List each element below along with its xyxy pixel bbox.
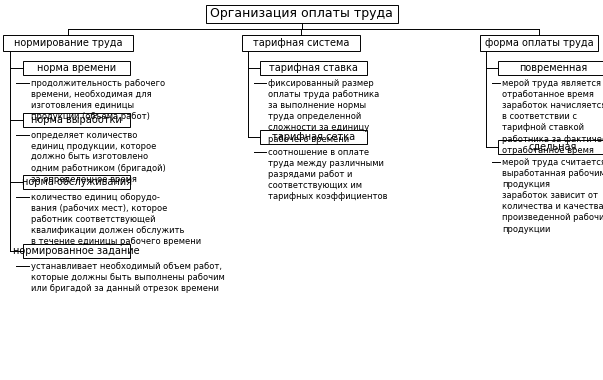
Bar [260, 130, 367, 144]
Bar [23, 175, 130, 189]
Text: сдельная: сдельная [529, 142, 577, 152]
Text: мерой труда является
отработанное время
заработок начисляется
в соответствии с
т: мерой труда является отработанное время … [502, 79, 603, 155]
Text: норма выработки: норма выработки [31, 115, 122, 125]
Text: определяет количество
единиц продукции, которое
должно быть изготовлено
одним ра: определяет количество единиц продукции, … [31, 131, 166, 184]
Text: фиксированный размер
оплаты труда работника
за выполнение нормы
труда определенн: фиксированный размер оплаты труда работн… [268, 79, 379, 144]
Bar [498, 61, 603, 75]
Text: норма времени: норма времени [37, 63, 116, 73]
Text: тарифная сетка: тарифная сетка [272, 132, 355, 142]
Bar [260, 61, 367, 75]
Bar [206, 5, 397, 23]
Text: тарифная ставка: тарифная ставка [269, 63, 358, 73]
Text: продолжительность рабочего
времени, необходимая для
изготовления единицы
продукц: продолжительность рабочего времени, необ… [31, 79, 165, 121]
Text: Организация оплаты труда: Организация оплаты труда [210, 8, 393, 21]
Bar [23, 244, 130, 258]
Bar [480, 35, 598, 51]
Text: мерой труда считается
выработанная рабочим
продукция
заработок зависит от
количе: мерой труда считается выработанная рабоч… [502, 158, 603, 234]
Bar [498, 140, 603, 154]
Text: количество единиц оборудо-
вания (рабочих мест), которое
работник соответствующе: количество единиц оборудо- вания (рабочи… [31, 193, 201, 246]
Bar [3, 35, 133, 51]
Text: тарифная система: тарифная система [253, 38, 349, 48]
Text: форма оплаты труда: форма оплаты труда [485, 38, 593, 48]
Text: устанавливает необходимый объем работ,
которые должны быть выполнены рабочим
или: устанавливает необходимый объем работ, к… [31, 262, 225, 293]
Bar [23, 113, 130, 127]
Text: норма обслуживания: норма обслуживания [22, 177, 131, 187]
Text: нормирование труда: нормирование труда [14, 38, 122, 48]
Text: нормированное задание: нормированное задание [13, 246, 140, 256]
Text: повременная: повременная [519, 63, 587, 73]
Bar [23, 61, 130, 75]
Text: соотношение в оплате
труда между различными
разрядами работ и
соответствующих им: соотношение в оплате труда между различн… [268, 148, 388, 201]
Bar [242, 35, 360, 51]
